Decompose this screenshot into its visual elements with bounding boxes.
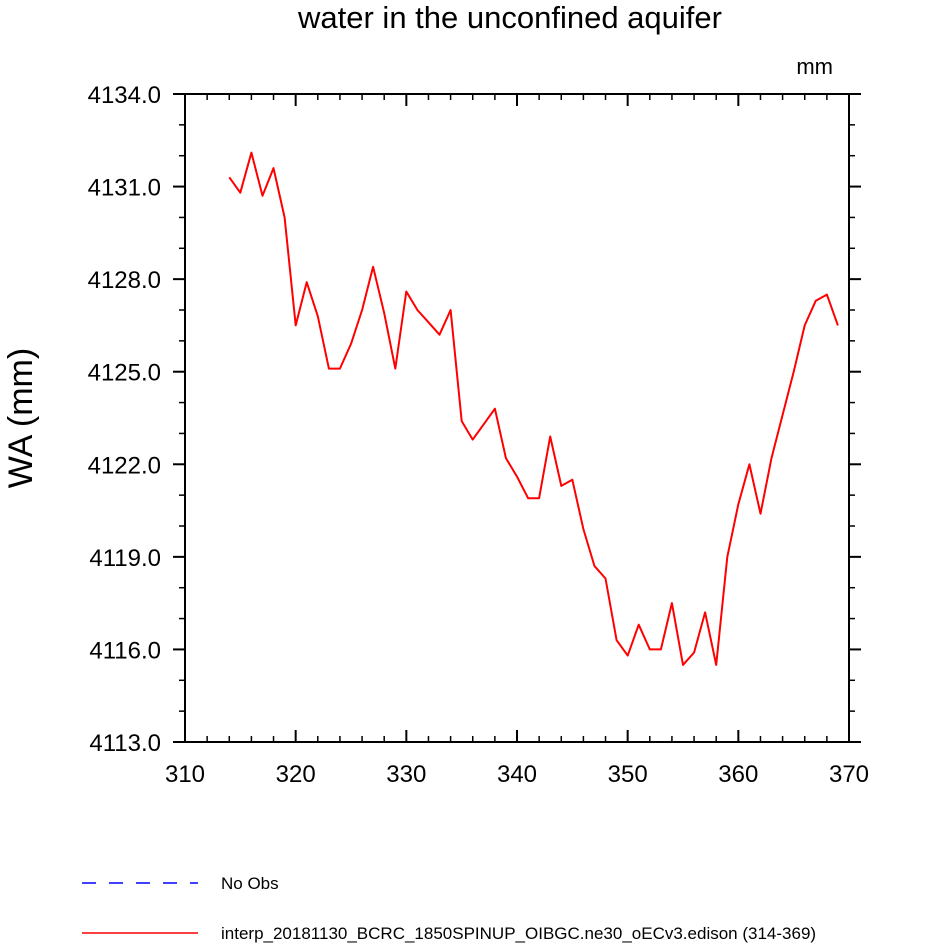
legend: No Obs interp_20181130_BCRC_1850SPINUP_O… <box>82 874 816 943</box>
series-layer <box>228 151 839 666</box>
legend-label-model-run: interp_20181130_BCRC_1850SPINUP_OIBGC.ne… <box>221 924 816 943</box>
x-tick-label: 320 <box>276 761 316 788</box>
axis-tick-labels: 310 320 330 340 350 360 370 4113.0 4116.0 4119.0 4… <box>88 82 869 788</box>
y-tick-label: 4116.0 <box>89 637 161 664</box>
y-axis-label: WA (mm) <box>2 348 40 488</box>
y-tick-label: 4122.0 <box>88 452 161 479</box>
axis-ticks <box>173 93 861 743</box>
x-tick-label: 330 <box>386 761 426 788</box>
y-tick-label: 4134.0 <box>88 82 161 109</box>
y-tick-label: 4125.0 <box>88 360 161 387</box>
units-label: mm <box>796 54 833 79</box>
x-tick-label: 360 <box>718 761 758 788</box>
x-tick-label: 350 <box>608 761 648 788</box>
y-tick-label: 4113.0 <box>89 730 161 757</box>
y-tick-label: 4119.0 <box>89 545 161 572</box>
y-tick-label: 4128.0 <box>88 267 161 294</box>
x-tick-label: 340 <box>497 761 537 788</box>
series-line <box>228 151 839 666</box>
plot-frame <box>184 93 850 743</box>
legend-label-no-obs: No Obs <box>221 874 279 893</box>
chart-title: water in the unconfined aquifer <box>297 0 722 35</box>
x-tick-label: 310 <box>165 761 205 788</box>
y-tick-label: 4131.0 <box>88 175 161 202</box>
x-tick-label: 370 <box>829 761 869 788</box>
